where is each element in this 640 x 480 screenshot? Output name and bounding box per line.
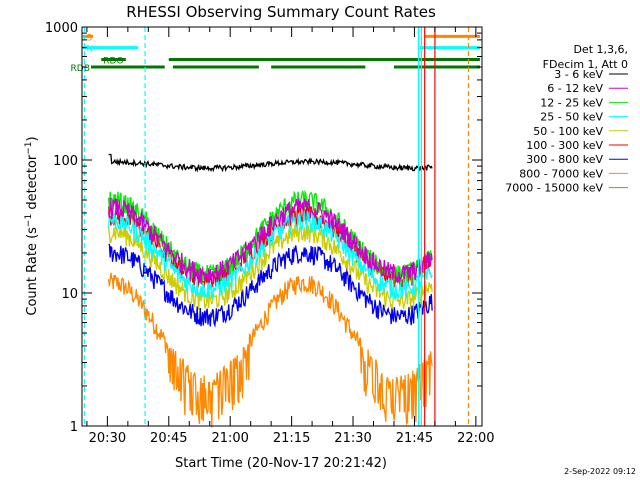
legend-entry-0: 3 - 6 keV <box>554 68 603 81</box>
y-tick-label-3: 1000 <box>45 21 78 36</box>
legend-entry-5: 100 - 300 keV <box>526 139 603 152</box>
flag-label-0: S <box>87 33 93 43</box>
series-line-6 <box>108 243 433 328</box>
x-axis-label: Start Time (20-Nov-17 20:21:42) <box>175 456 387 471</box>
legend-entry-7: 800 - 7000 keV <box>519 167 603 180</box>
legend-entry-3: 25 - 50 keV <box>540 111 603 124</box>
x-tick-label-2: 21:00 <box>211 431 248 446</box>
legend-entry-1: 6 - 12 keV <box>547 82 603 95</box>
y-tick-label-2: 100 <box>53 154 78 169</box>
y-tick-label-1: 10 <box>61 287 78 302</box>
series-line-2 <box>107 189 433 285</box>
y-axis-label-mid: detector <box>25 154 40 214</box>
series-line-7 <box>107 272 433 428</box>
plot-frame <box>81 26 483 427</box>
legend-entry-4: 50 - 100 keV <box>533 125 603 138</box>
footer-date: 2-Sep-2022 09:12 <box>564 467 636 476</box>
x-tick-label-1: 20:45 <box>150 431 187 446</box>
y-axis-label-main: Count Rate (s <box>25 227 40 316</box>
flag-label-1: N <box>87 45 94 55</box>
x-tick-label-0: 20:30 <box>89 431 126 446</box>
plot-area: SN RDO RDB <box>71 27 480 428</box>
x-tick-label-4: 21:30 <box>334 431 371 446</box>
legend-header-0: Det 1,3,6, <box>573 43 628 56</box>
svg-text:Count Rate (s−1 detector−1): Count Rate (s−1 detector−1) <box>24 136 40 315</box>
x-tick-label-6: 22:00 <box>457 431 494 446</box>
y-axis-label-sup1: −1 <box>24 214 34 227</box>
series-line-0 <box>108 153 433 173</box>
legend-header-1: FDecim 1, Att 0 <box>543 58 628 71</box>
y-axis-label: Count Rate (s−1 detector−1) <box>24 136 40 315</box>
flag-label-2: RDO <box>103 56 123 66</box>
series-line-3 <box>107 211 433 302</box>
legend-entry-8: 7000 - 15000 keV <box>505 182 603 195</box>
axes: 1 10 100 1000 20:30 20:45 21:00 21:15 21:30 21:45… <box>45 21 495 446</box>
y-axis-label-end: ) <box>25 136 40 141</box>
series-line-1 <box>107 198 433 284</box>
x-tick-label-3: 21:15 <box>273 431 310 446</box>
legend-entry-2: 12 - 25 keV <box>540 96 603 109</box>
flag-label-3: RDB <box>71 64 90 74</box>
y-tick-label-0: 1 <box>70 420 78 435</box>
y-axis-label-sup2: −1 <box>24 141 34 154</box>
chart-title: RHESSI Observing Summary Count Rates <box>126 3 436 21</box>
legend-entry-6: 300 - 800 keV <box>526 153 603 166</box>
x-tick-label-5: 21:45 <box>396 431 433 446</box>
